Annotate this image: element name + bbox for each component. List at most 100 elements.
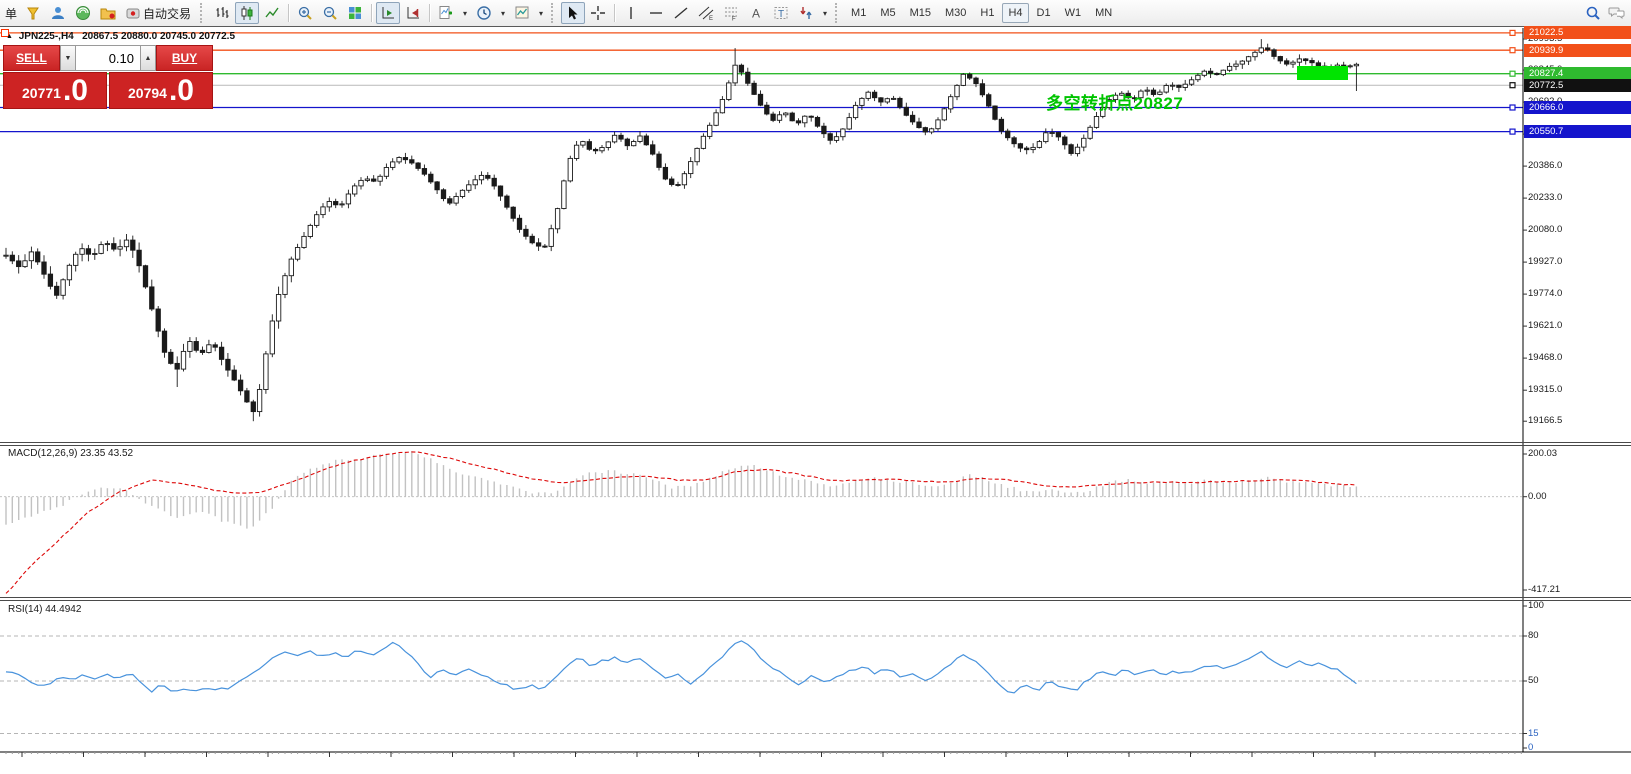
bar-chart-button[interactable]	[210, 2, 234, 24]
periods-button[interactable]	[472, 2, 496, 24]
axis-tick-label: 50	[1528, 675, 1539, 686]
tile-windows-button[interactable]	[343, 2, 367, 24]
level-price-tag: 20827.4	[1524, 67, 1631, 81]
macd-indicator-label: MACD(12,26,9) 23.35 43.52	[8, 448, 134, 459]
svg-text:A: A	[752, 7, 760, 21]
signal-icon	[76, 6, 91, 20]
axis-tick-label: 200.03	[1528, 448, 1558, 459]
zoom-in-icon	[298, 6, 312, 20]
axis-tick-label: 19468.0	[1528, 352, 1563, 364]
axis-tick-label: 19774.0	[1528, 288, 1563, 300]
axis-tick-label: 19621.0	[1528, 320, 1563, 332]
funnel-icon	[27, 7, 39, 20]
chart-shift-button[interactable]	[401, 2, 425, 24]
fibonacci-icon: F	[725, 7, 738, 22]
fibonacci-button[interactable]: F	[719, 2, 743, 24]
crosshair-button[interactable]	[586, 2, 610, 24]
timeframe-m15[interactable]: M15	[904, 3, 937, 23]
timeframe-mn[interactable]: MN	[1089, 3, 1118, 23]
pane-splitter[interactable]	[0, 597, 1631, 598]
zoom-out-button[interactable]	[318, 2, 342, 24]
pane-splitter[interactable]	[0, 445, 1631, 446]
new-order-button[interactable]: 单	[5, 6, 18, 21]
svg-text:F: F	[732, 17, 736, 22]
timeframe-w1[interactable]: W1	[1059, 3, 1088, 23]
chart-canvas[interactable]	[0, 28, 1631, 774]
vertical-line-button[interactable]	[619, 2, 643, 24]
add-indicator-button[interactable]	[434, 2, 458, 24]
sell-price-fraction: .0	[62, 74, 88, 107]
volume-decrease-button[interactable]: ▼	[60, 45, 76, 71]
toolbar-grip	[835, 3, 841, 23]
level-price-tag: 20666.0	[1524, 101, 1631, 114]
pane-splitter[interactable]	[0, 442, 1631, 443]
sell-price-display[interactable]: 20771 .0	[3, 72, 107, 109]
toolbar-separator	[288, 4, 290, 22]
buy-price-display[interactable]: 20794 .0	[109, 72, 213, 109]
pane-splitter[interactable]	[0, 600, 1631, 601]
axis-tick-label: 0.00	[1528, 490, 1547, 502]
axis-tick-label: 19315.0	[1528, 384, 1563, 396]
add-indicator-icon	[439, 6, 453, 19]
chart-header: ▲ JPN225-,H4 20867.5 20880.0 20745.0 207…	[6, 31, 235, 42]
market-watch-button[interactable]	[96, 2, 120, 24]
text-label-button[interactable]: T	[769, 2, 793, 24]
chart-text-annotation[interactable]: 多空转折点20827	[1046, 94, 1184, 113]
arrows-caret[interactable]: ▾	[823, 8, 828, 18]
search-button[interactable]	[1581, 2, 1605, 24]
sell-button[interactable]: SELL	[3, 45, 60, 71]
line-chart-icon	[265, 7, 279, 18]
autotrade-button[interactable]: 自动交易	[121, 2, 196, 24]
candlestick-button[interactable]	[235, 2, 260, 24]
object-corner-handle[interactable]	[1, 29, 9, 37]
equidistant-channel-icon: E	[698, 6, 714, 21]
toolbar-grip	[551, 3, 557, 23]
buy-price-main: 20794	[128, 85, 167, 101]
level-price-tag: 20939.9	[1524, 43, 1631, 57]
auto-scroll-icon	[382, 7, 395, 19]
auto-scroll-button[interactable]	[376, 2, 401, 24]
text-tool-button[interactable]: A	[744, 2, 768, 24]
line-chart-button[interactable]	[260, 2, 284, 24]
timeframe-h1[interactable]: H1	[974, 3, 1000, 23]
templates-button[interactable]	[510, 2, 534, 24]
chart-shift-icon	[407, 7, 420, 19]
axis-tick-label: -417.21	[1528, 584, 1561, 595]
horizontal-line-button[interactable]	[644, 2, 668, 24]
volume-input[interactable]	[76, 45, 140, 71]
axis-tick-label: 20386.0	[1528, 160, 1563, 172]
cursor-icon	[569, 6, 578, 20]
funnel-button[interactable]	[21, 2, 45, 24]
zoom-in-button[interactable]	[293, 2, 317, 24]
timeframe-m30[interactable]: M30	[939, 3, 972, 23]
signal-button[interactable]	[71, 2, 95, 24]
clients-button[interactable]	[46, 2, 70, 24]
channel-button[interactable]: E	[694, 2, 718, 24]
template-icon	[515, 6, 529, 19]
chat-button[interactable]	[1605, 2, 1629, 24]
one-click-expander-icon[interactable]: ▲	[6, 33, 13, 40]
arrows-tool-button[interactable]	[794, 2, 818, 24]
timeframe-d1[interactable]: D1	[1031, 3, 1057, 23]
axis-tick-label: 15	[1528, 727, 1539, 739]
timeframe-m5[interactable]: M5	[874, 3, 901, 23]
periods-caret[interactable]: ▾	[501, 8, 506, 18]
chart-ohlc-values: 20867.5 20880.0 20745.0 20772.5	[82, 31, 236, 42]
candlestick-icon	[241, 6, 253, 20]
buy-button[interactable]: BUY	[156, 45, 213, 71]
bar-chart-icon	[216, 7, 229, 18]
volume-increase-button[interactable]: ▲	[140, 45, 156, 71]
templates-caret[interactable]: ▾	[539, 8, 544, 18]
chart-area[interactable]: ▲ JPN225-,H4 20867.5 20880.0 20745.0 207…	[0, 26, 1631, 774]
search-icon	[1586, 6, 1600, 20]
cursor-button[interactable]	[561, 2, 586, 24]
axis-tick-label: 100	[1528, 600, 1544, 611]
svg-text:T: T	[778, 9, 784, 20]
highlight-box	[1297, 66, 1348, 80]
timeframe-h4[interactable]: H4	[1002, 3, 1029, 23]
zoom-out-icon	[323, 6, 337, 20]
toolbar-separator	[614, 4, 616, 22]
trendline-button[interactable]	[669, 2, 693, 24]
timeframe-m1[interactable]: M1	[845, 3, 872, 23]
add-indicator-caret[interactable]: ▾	[463, 8, 468, 18]
